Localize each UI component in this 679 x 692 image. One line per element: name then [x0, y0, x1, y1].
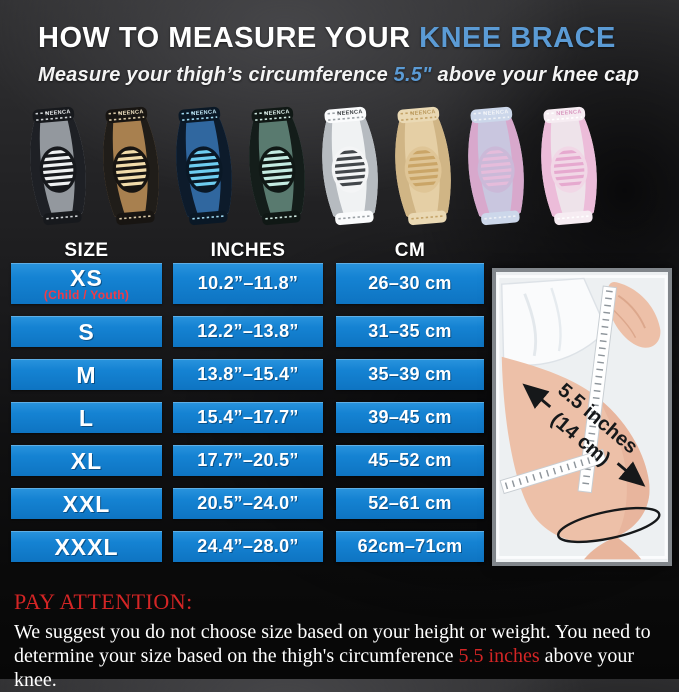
- product-brace-gray-black: NEENCA: [18, 102, 98, 234]
- size-label: XXXL: [54, 533, 119, 560]
- cm-value: 35–39 cm: [368, 364, 452, 384]
- brand-label: NEENCA: [556, 109, 582, 117]
- cm-value: 39–45 cm: [368, 407, 452, 427]
- subtitle-post: above your knee cap: [431, 64, 640, 86]
- brand-label: NEENCA: [264, 109, 290, 117]
- brand-label: NEENCA: [410, 109, 436, 117]
- hand-shape: [606, 281, 661, 348]
- cm-value: 26–30 cm: [368, 273, 452, 293]
- size-cell: L: [11, 402, 162, 433]
- inches-value: 13.8”–15.4”: [197, 364, 299, 384]
- size-cell: M: [11, 359, 162, 390]
- size-table: SIZE INCHES CM XS (Child / Youth) 10.2”–…: [0, 240, 492, 574]
- inches-cell: 13.8”–15.4”: [173, 359, 323, 390]
- product-brace-pink-white: NEENCA: [529, 102, 609, 234]
- product-brace-white-gray: NEENCA: [310, 102, 390, 234]
- page-title: HOW TO MEASURE YOUR KNEE BRACE: [38, 22, 658, 55]
- cm-cell: 35–39 cm: [336, 359, 484, 390]
- product-row: NEENCA: [18, 98, 668, 234]
- size-table-body: XS (Child / Youth) 10.2”–11.8” 26–30 cm …: [0, 263, 492, 562]
- cm-cell: 62cm–71cm: [336, 531, 484, 562]
- size-cell: XXL: [11, 488, 162, 519]
- product-brace-lavender-pink: NEENCA: [456, 102, 536, 234]
- brand-label: NEENCA: [45, 109, 71, 117]
- brand-label: NEENCA: [483, 109, 509, 117]
- footer-line2-pre: determine your size based on the thigh's…: [14, 645, 459, 667]
- size-label: L: [78, 404, 95, 431]
- size-table-header: SIZE INCHES CM: [0, 240, 492, 261]
- inches-value: 20.5”–24.0”: [197, 493, 299, 513]
- footer-note: We suggest you do not choose size based …: [14, 620, 670, 692]
- inches-value: 24.4”–28.0”: [197, 536, 299, 556]
- circumference-ellipse: [557, 506, 661, 544]
- inches-cell: 10.2”–11.8”: [173, 263, 323, 304]
- cm-cell: 52–61 cm: [336, 488, 484, 519]
- brand-label: NEENCA: [118, 109, 144, 117]
- cm-cell: 39–45 cm: [336, 402, 484, 433]
- size-label: M: [76, 361, 97, 388]
- measuring-tape-vertical: [577, 285, 618, 494]
- title-main: HOW TO MEASURE YOUR: [38, 22, 420, 54]
- table-row: XS (Child / Youth) 10.2”–11.8” 26–30 cm: [0, 263, 492, 304]
- table-row: XL 17.7”–20.5” 45–52 cm: [0, 445, 492, 476]
- size-label: XL: [70, 447, 103, 474]
- brand-label: NEENCA: [191, 109, 217, 117]
- size-cell: S: [11, 316, 162, 347]
- cm-cell: 26–30 cm: [336, 263, 484, 304]
- brand-label: NEENCA: [337, 109, 363, 117]
- col-header-cm: CM: [394, 240, 426, 261]
- measuring-tape-band: [499, 448, 608, 495]
- table-row: XXL 20.5”–24.0” 52–61 cm: [0, 488, 492, 519]
- col-header-inches: INCHES: [210, 240, 286, 261]
- inches-cell: 20.5”–24.0”: [173, 488, 323, 519]
- inches-cell: 17.7”–20.5”: [173, 445, 323, 476]
- page-subtitle: Measure your thigh’s circumference 5.5" …: [38, 64, 658, 87]
- col-header-size: SIZE: [64, 240, 109, 261]
- inches-cell: 24.4”–28.0”: [173, 531, 323, 562]
- inches-value: 10.2”–11.8”: [197, 273, 299, 293]
- size-note: (Child / Youth): [43, 287, 130, 302]
- product-brace-green-black: NEENCA: [237, 102, 317, 234]
- size-cell: XL: [11, 445, 162, 476]
- cm-value: 31–35 cm: [368, 321, 452, 341]
- footer-line2-accent: 5.5 inches: [458, 645, 540, 667]
- product-brace-blue-black: NEENCA: [164, 102, 244, 234]
- table-row: S 12.2”–13.8” 31–35 cm: [0, 316, 492, 347]
- cm-value: 62cm–71cm: [357, 536, 463, 556]
- measuring-photo: 5.5 inches (14 cm): [492, 268, 672, 566]
- cm-value: 52–61 cm: [368, 493, 452, 513]
- subtitle-pre: Measure your thigh’s circumference: [38, 64, 394, 86]
- inches-value: 12.2”–13.8”: [197, 321, 299, 341]
- subtitle-accent: 5.5": [393, 64, 432, 86]
- table-row: M 13.8”–15.4” 35–39 cm: [0, 359, 492, 390]
- cm-cell: 31–35 cm: [336, 316, 484, 347]
- table-row: XXXL 24.4”–28.0” 62cm–71cm: [0, 531, 492, 562]
- inches-value: 15.4”–17.7”: [197, 407, 299, 427]
- inches-cell: 15.4”–17.7”: [173, 402, 323, 433]
- size-label: S: [78, 318, 95, 345]
- inches-cell: 12.2”–13.8”: [173, 316, 323, 347]
- lower-leg-shape: [583, 536, 642, 560]
- size-label: XS: [70, 264, 103, 291]
- cm-cell: 45–52 cm: [336, 445, 484, 476]
- attention-label: PAY ATTENTION:: [14, 589, 193, 614]
- title-accent: KNEE BRACE: [419, 22, 616, 54]
- table-row: L 15.4”–17.7” 39–45 cm: [0, 402, 492, 433]
- product-brace-beige: NEENCA: [383, 102, 463, 234]
- size-cell: XS (Child / Youth): [11, 263, 162, 304]
- product-brace-bronze-black: NEENCA: [91, 102, 171, 234]
- footer-line1: We suggest you do not choose size based …: [14, 621, 651, 643]
- inches-value: 17.7”–20.5”: [197, 450, 299, 470]
- size-label: XXL: [62, 490, 111, 517]
- size-cell: XXXL: [11, 531, 162, 562]
- cm-value: 45–52 cm: [368, 450, 452, 470]
